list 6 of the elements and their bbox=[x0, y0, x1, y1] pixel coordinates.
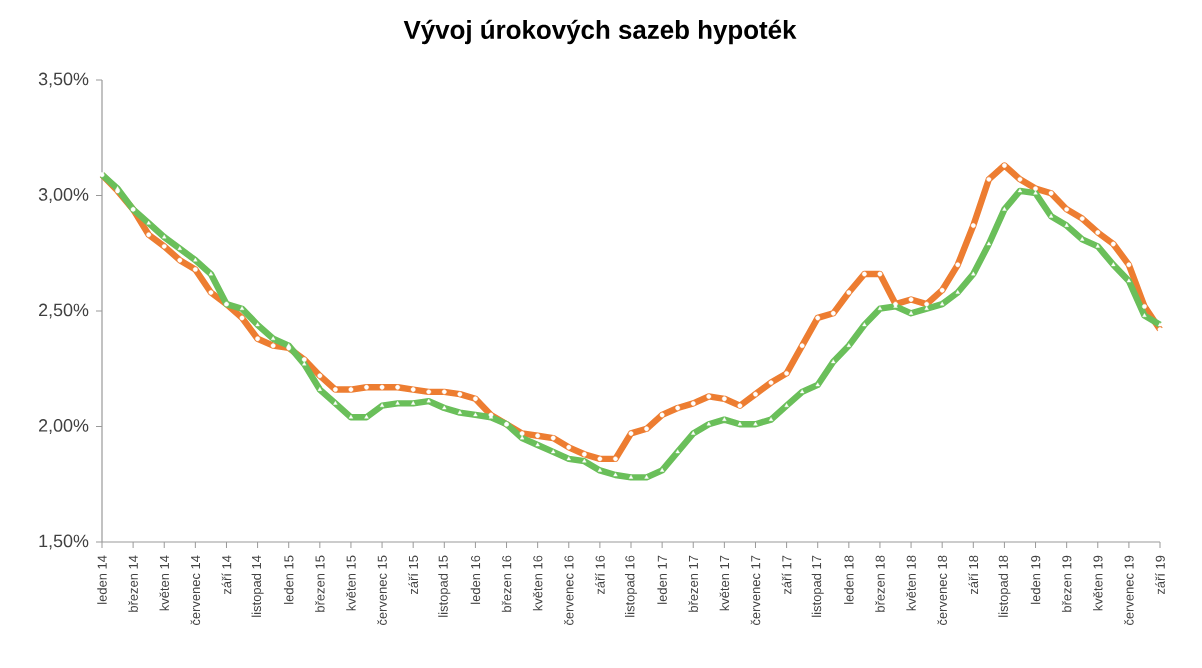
chart-title: Vývoj úrokových sazeb hypoték bbox=[403, 19, 797, 45]
y-tick-label: 3,50% bbox=[38, 72, 89, 88]
y-tick-label: 2,00% bbox=[39, 419, 89, 434]
y-tick-label: 3,00% bbox=[38, 188, 89, 203]
y-tick-label: 1,50% bbox=[39, 534, 89, 550]
y-tick-label: 2,50% bbox=[39, 303, 89, 319]
